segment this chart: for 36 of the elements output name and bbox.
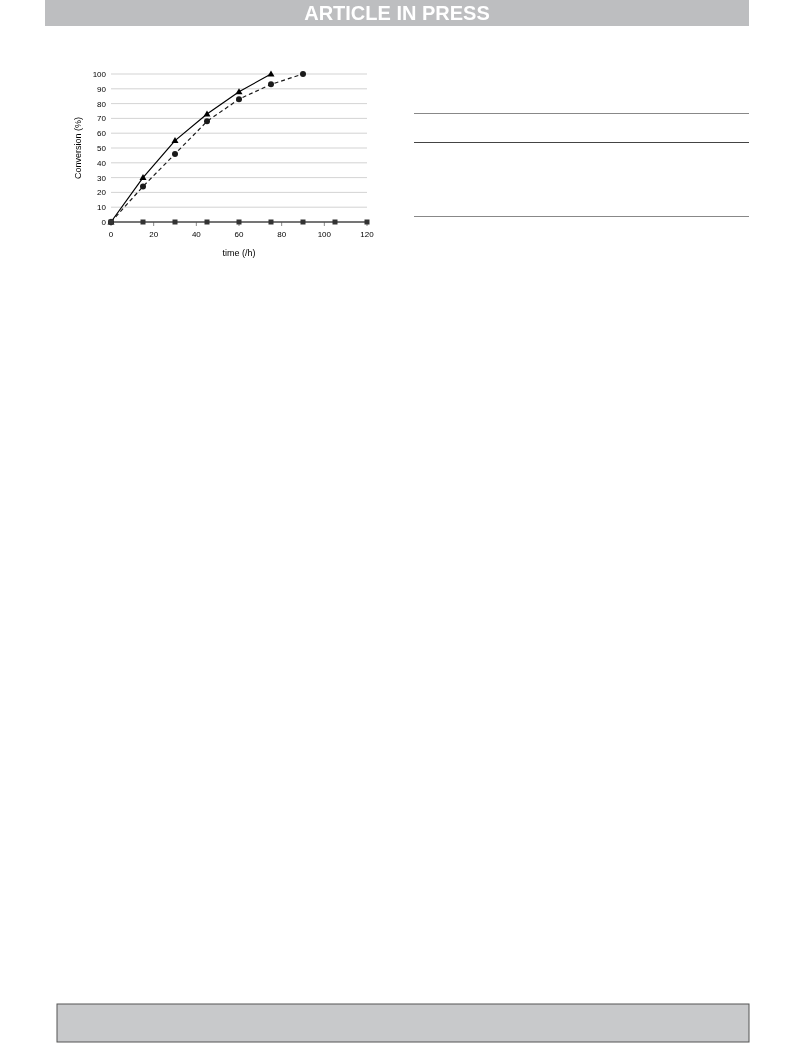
point [236,96,242,103]
point [268,81,274,88]
y-tick-label: 0 [101,218,107,227]
x-tick-label: 80 [277,230,287,239]
x-tick-label: 60 [234,230,244,239]
y-tick-label: 70 [97,114,107,124]
point [140,219,146,225]
y-tick-label: 10 [97,203,107,213]
point [300,71,306,77]
y-axis-title: Conversion (%) [73,116,83,180]
y-tick-label: 80 [97,99,107,109]
x-tick-label: 100 [317,230,332,239]
y-tick-label: 90 [97,84,107,94]
x-tick-label: 120 [360,230,375,239]
point [171,137,179,144]
point [172,219,178,225]
y-tick-label: 60 [97,129,107,139]
y-tick-label: 20 [97,188,107,198]
point [172,150,178,157]
point [204,219,210,225]
y-tick-label: 40 [97,158,107,168]
point [332,219,338,225]
x-axis-title: time (/h) [222,248,256,258]
point [268,219,274,225]
header-banner: ARTICLE IN PRESS [45,0,749,26]
point [300,219,306,225]
y-tick-label: 100 [92,70,107,79]
x-tick-label: 0 [108,230,114,239]
x-tick-label: 40 [191,230,202,239]
point [267,70,275,77]
point [140,183,146,190]
y-tick-label: 50 [97,144,107,153]
point [139,174,147,181]
x-tick-label: 20 [149,230,159,239]
point [204,118,210,125]
y-tick-label: 30 [97,173,107,183]
